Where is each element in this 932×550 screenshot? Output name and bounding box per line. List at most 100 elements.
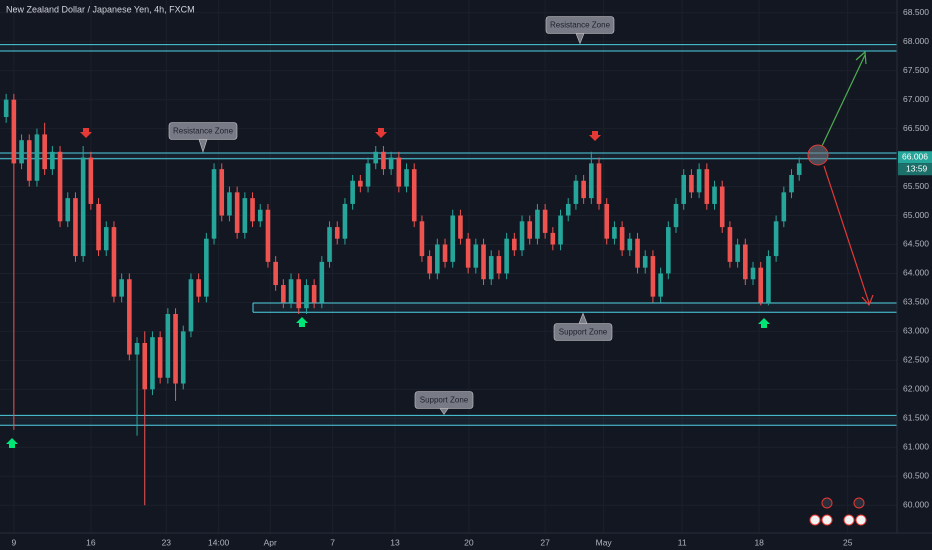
countdown-label: 13:59 — [906, 163, 928, 173]
x-tick-label: 7 — [330, 537, 335, 547]
candle-body — [3, 99, 9, 118]
candle-body — [481, 244, 486, 280]
candle-body — [142, 342, 148, 390]
candle-body — [650, 256, 656, 297]
x-tick-label: 23 — [162, 537, 172, 547]
zones: Resistance Zone Resistance Zone Support Zo… — [0, 16, 897, 426]
badge — [853, 497, 865, 509]
y-tick-label: 65.500 — [903, 181, 929, 191]
candle-body — [180, 331, 186, 384]
y-tick-label: 63.000 — [903, 326, 929, 336]
price-axis-bg — [897, 0, 932, 550]
candle-body — [696, 169, 702, 193]
callout-label: Support Zone — [559, 328, 608, 337]
candle-body — [704, 169, 710, 204]
down-arrow — [589, 131, 601, 141]
candle-body — [735, 244, 740, 262]
y-tick-label: 60.000 — [903, 499, 929, 509]
candle-body — [666, 227, 671, 274]
candle-body — [535, 209, 540, 239]
candle-body — [743, 244, 748, 280]
candle-body — [273, 261, 278, 286]
candle-body — [604, 203, 610, 239]
candle-body — [327, 227, 332, 262]
candle-body — [342, 203, 348, 239]
candle-body — [242, 198, 248, 233]
candle-body — [250, 198, 255, 222]
y-tick-label: 62.500 — [903, 355, 929, 365]
candle-body — [758, 267, 764, 303]
candle-body — [673, 203, 679, 228]
candle-body — [458, 215, 463, 239]
candle-body — [388, 157, 394, 170]
candle-body — [658, 273, 663, 297]
candle-body — [435, 244, 440, 274]
candle-body — [681, 174, 687, 204]
candle-body — [727, 227, 733, 262]
candle-body — [11, 99, 17, 164]
pivot-circle — [807, 144, 829, 166]
event-badges — [809, 497, 867, 526]
candle-body — [689, 174, 694, 193]
candle-body — [281, 285, 286, 303]
down-arrow — [80, 128, 92, 138]
y-tick-label: 63.500 — [903, 297, 929, 307]
candle-body — [442, 244, 448, 262]
countdown-box — [898, 163, 932, 176]
candle-body — [127, 279, 132, 355]
candle-body — [473, 244, 479, 268]
candle-body — [34, 134, 40, 181]
candle-body — [173, 314, 178, 384]
grid — [0, 0, 897, 533]
callout-label: Resistance Zone — [550, 21, 611, 30]
x-tick-label: 13 — [390, 537, 400, 547]
candle-body — [196, 279, 201, 297]
candle-body — [157, 337, 163, 378]
x-tick-label: 25 — [843, 537, 853, 547]
candle-body — [365, 163, 371, 187]
badge — [855, 514, 867, 526]
down-arrows — [80, 128, 601, 141]
candle-body — [581, 180, 586, 199]
candle-body — [26, 140, 32, 181]
badge — [809, 514, 821, 526]
bear-arrowhead — [861, 294, 874, 307]
badge — [843, 514, 855, 526]
badge — [821, 514, 833, 526]
y-tick-label: 62.000 — [903, 384, 929, 394]
up-arrow — [758, 318, 770, 328]
y-tick-label: 61.500 — [903, 413, 929, 423]
up-arrow — [296, 317, 308, 327]
callout-box — [414, 391, 474, 409]
candle-body — [227, 192, 232, 216]
last-price-label: 66.006 — [902, 151, 928, 161]
axes: 60.000 60.500 61.000 61.500 62.000 62.500 63.0… — [11, 7, 932, 547]
candle-body — [450, 215, 456, 262]
candle-body — [635, 238, 640, 268]
candle-body — [796, 163, 802, 175]
candle-body — [404, 169, 409, 187]
candle-body — [504, 238, 509, 274]
zone-band — [253, 302, 897, 313]
candle-body — [712, 186, 717, 204]
candle-body — [496, 256, 502, 274]
candle-body — [789, 174, 794, 193]
candle-body — [627, 238, 633, 251]
candle-body — [750, 267, 756, 280]
candle-body — [119, 279, 124, 297]
candle-body — [619, 227, 625, 251]
zone-band — [0, 44, 897, 51]
candle-body — [612, 227, 617, 239]
x-tick-label: 11 — [678, 537, 687, 547]
candle-body — [419, 221, 425, 257]
candle-body — [334, 227, 340, 239]
candle-body — [373, 151, 379, 164]
down-arrow — [375, 128, 387, 138]
x-tick-label: 14:00 — [208, 537, 230, 547]
x-tick-label: 20 — [464, 537, 474, 547]
candle-body — [589, 163, 594, 199]
candle-body — [103, 227, 109, 251]
candle-body — [719, 186, 725, 228]
